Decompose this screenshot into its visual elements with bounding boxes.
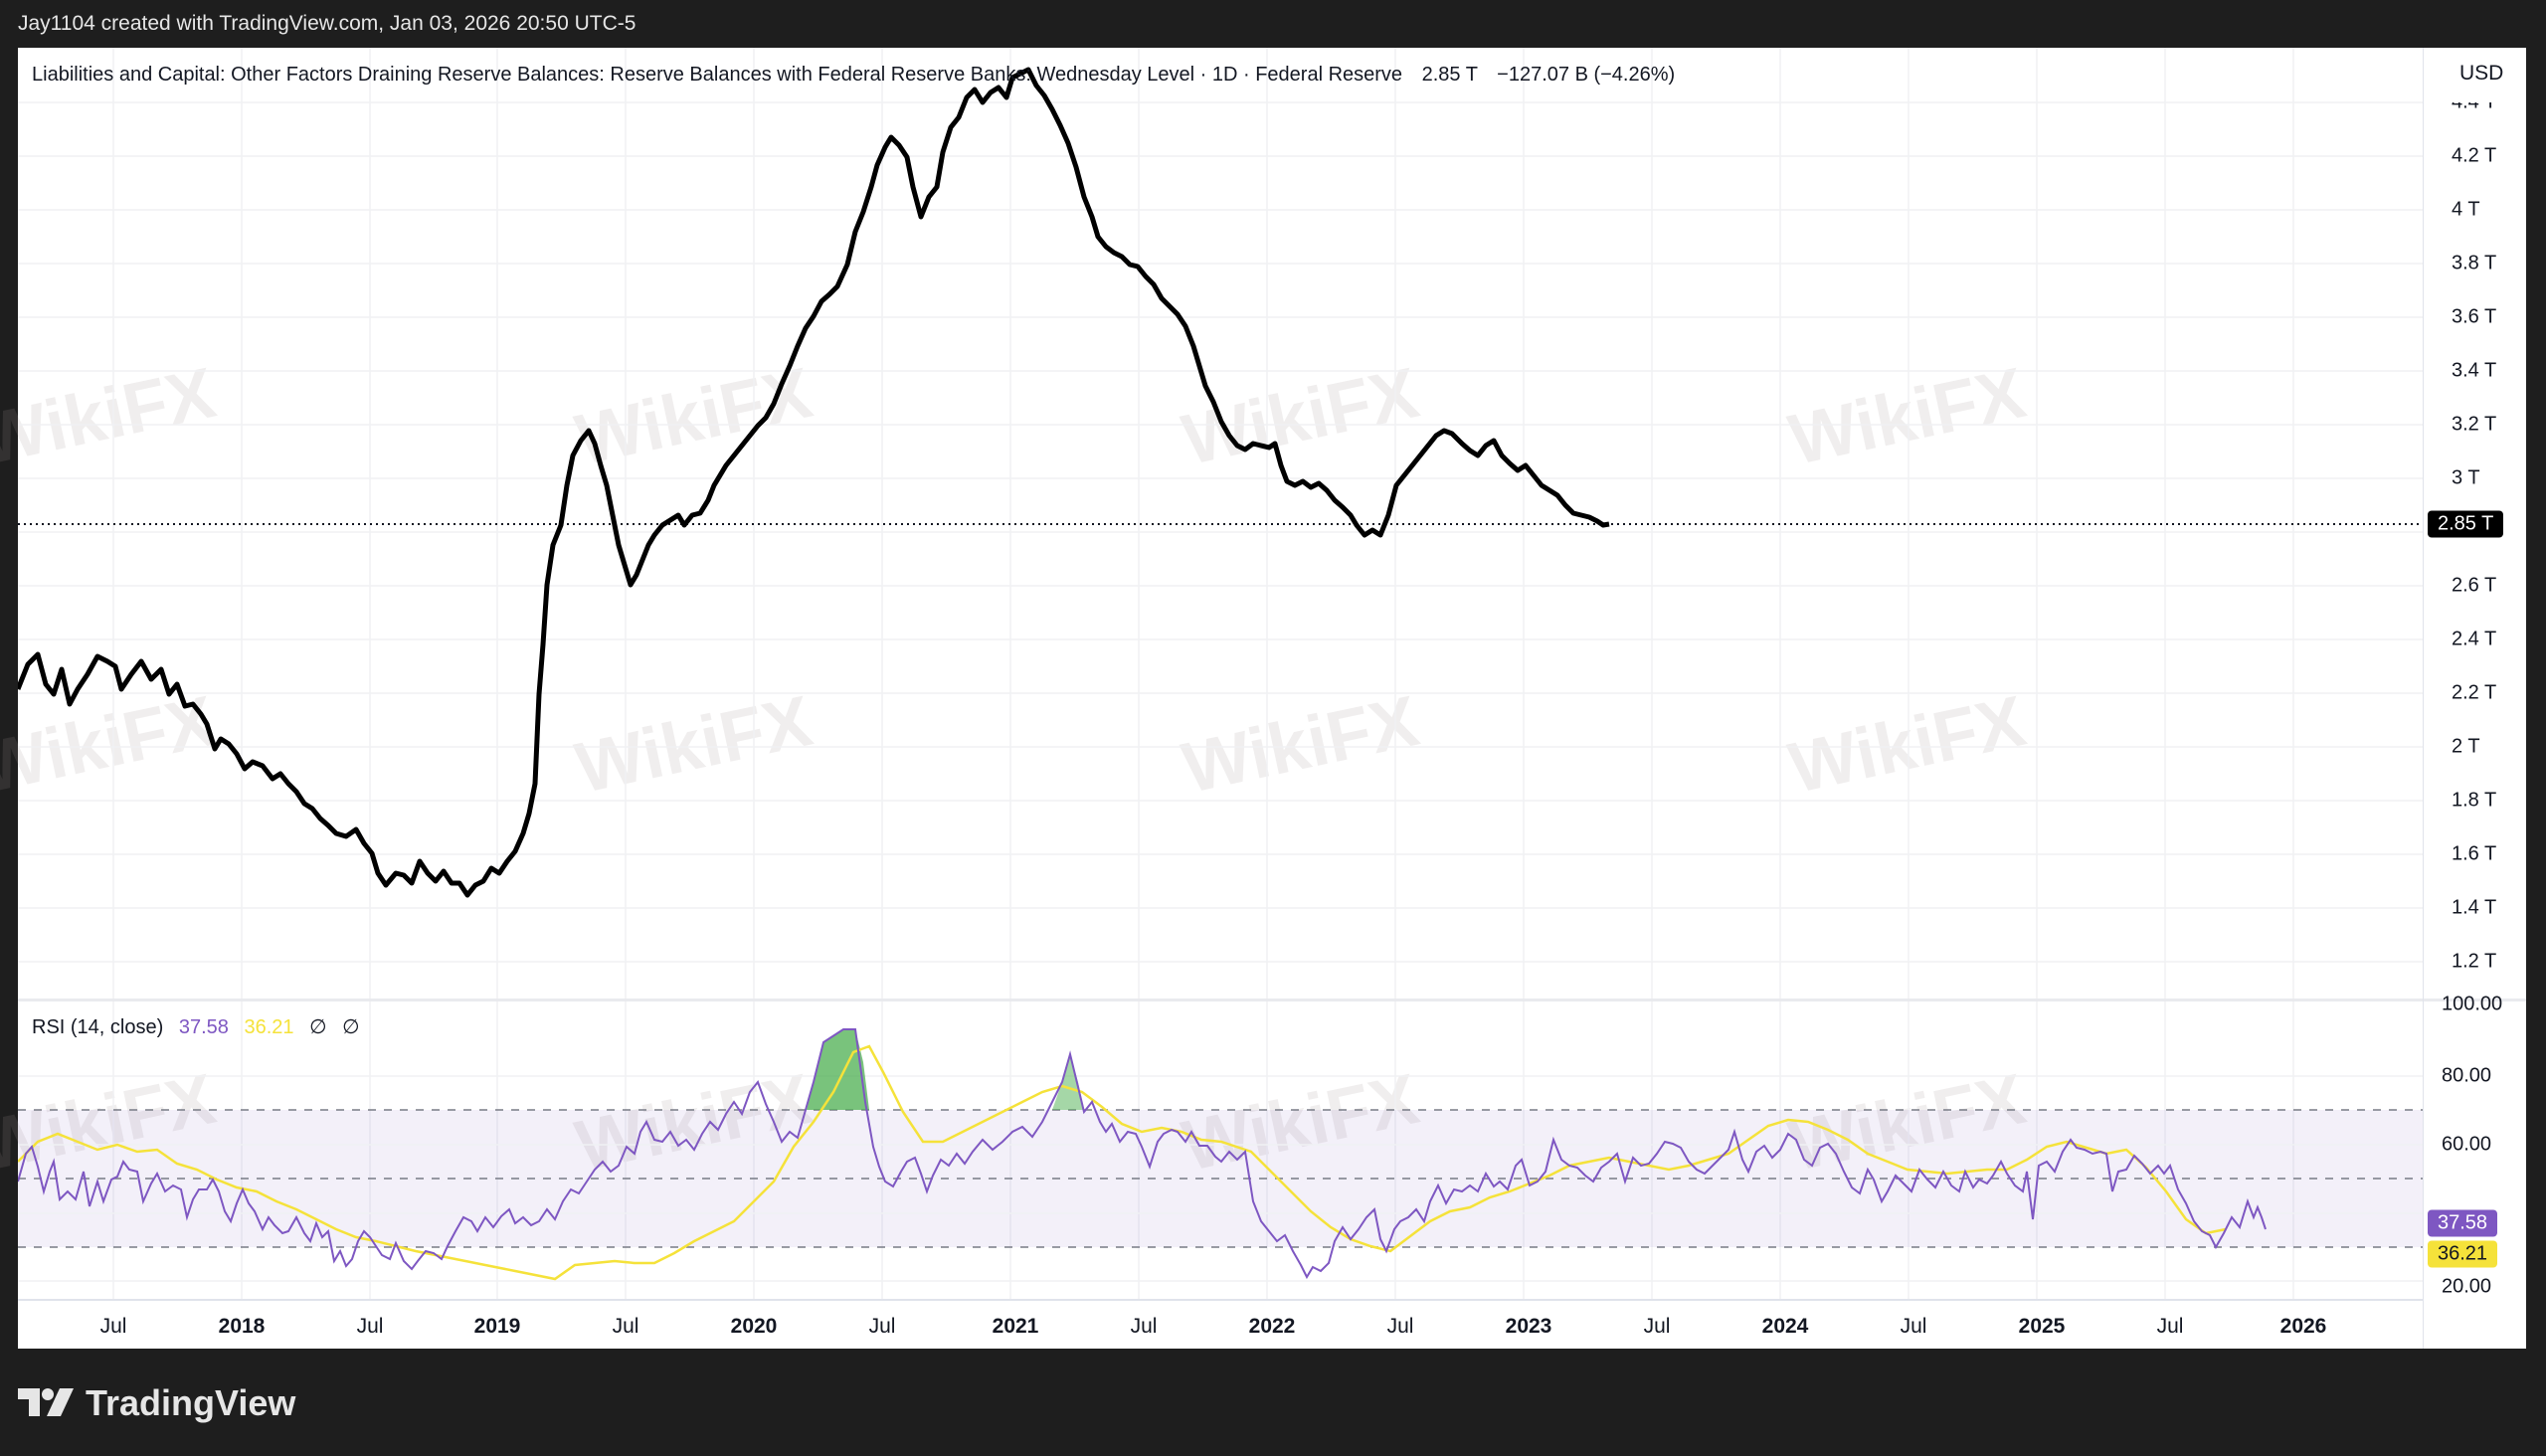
price-axis[interactable]: USD 4.4 T 4.2 T 4 T 3.8 T 3.6 T 3.4 T 3.… xyxy=(2423,48,2527,1349)
rsi-tick: 80.00 xyxy=(2442,1064,2492,1087)
rsi-line xyxy=(18,1028,2267,1280)
rsi-value-tag: 37.58 xyxy=(2428,1209,2498,1237)
rsi-legend: RSI (14, close) 37.58 36.21 ∅ ∅ xyxy=(32,1014,369,1039)
time-tick: Jul xyxy=(1900,1315,1927,1338)
price-tick: 3 T xyxy=(2452,466,2480,489)
time-tick: Jul xyxy=(612,1315,639,1338)
rsi-tick: 20.00 xyxy=(2442,1275,2492,1298)
rsi-tick: 60.00 xyxy=(2442,1133,2492,1156)
pane-separator[interactable] xyxy=(18,999,2526,1001)
price-tick: 4.4 T xyxy=(2452,91,2497,113)
time-tick: 2024 xyxy=(1761,1315,1809,1338)
time-tick: 2021 xyxy=(992,1315,1039,1338)
time-tick: 2020 xyxy=(730,1315,778,1338)
current-price-tag: 2.85 T xyxy=(2428,510,2504,538)
series-title: Liabilities and Capital: Other Factors D… xyxy=(32,64,1403,86)
time-tick: 2026 xyxy=(2279,1315,2327,1338)
currency-label[interactable]: USD xyxy=(2459,62,2504,85)
rsi-band-lines xyxy=(18,1109,2423,1248)
price-tick: 2.4 T xyxy=(2452,628,2497,650)
price-tick: 2 T xyxy=(2452,735,2480,758)
price-tick: 4 T xyxy=(2452,198,2480,221)
chart-frame[interactable]: WikiFX WikiFX WikiFX WikiFX WikiFX WikiF… xyxy=(0,48,2527,1351)
time-tick: Jul xyxy=(1643,1315,1671,1338)
horizontal-gridlines xyxy=(18,101,2423,963)
empty-value-icon: ∅ xyxy=(309,1016,327,1038)
rsi-value: 37.58 xyxy=(178,1016,229,1038)
tradingview-brand: TradingView xyxy=(86,1382,296,1423)
price-tick: 1.4 T xyxy=(2452,896,2497,919)
time-axis[interactable]: Jul 2018 Jul 2019 Jul 2020 Jul 2021 Jul … xyxy=(18,1299,2423,1351)
rsi-ma-value: 36.21 xyxy=(244,1016,294,1038)
rsi-ma-value-tag: 36.21 xyxy=(2428,1240,2498,1268)
time-tick: Jul xyxy=(2156,1315,2184,1338)
rsi-label: RSI (14, close) xyxy=(32,1016,164,1038)
time-tick: 2018 xyxy=(218,1315,266,1338)
time-tick: Jul xyxy=(1130,1315,1158,1338)
last-value: 2.85 T xyxy=(1421,64,1478,86)
rsi-ma-line xyxy=(18,1044,2227,1281)
chart-plot-area[interactable] xyxy=(18,48,2423,1299)
vertical-gridlines xyxy=(112,48,2294,1299)
change-value: −127.07 B (−4.26%) xyxy=(1497,64,1676,86)
reserve-balances-line xyxy=(18,67,1610,898)
time-tick: Jul xyxy=(1386,1315,1414,1338)
price-tick: 3.2 T xyxy=(2452,413,2497,436)
price-tick: 1.8 T xyxy=(2452,789,2497,812)
time-tick: 2023 xyxy=(1505,1315,1552,1338)
tradingview-logo[interactable]: TradingView xyxy=(18,1382,295,1424)
price-tick: 2.2 T xyxy=(2452,681,2497,704)
tradingview-logo-icon xyxy=(18,1388,74,1416)
price-tick: 1.6 T xyxy=(2452,842,2497,865)
price-tick: 3.6 T xyxy=(2452,305,2497,328)
time-tick: 2019 xyxy=(473,1315,521,1338)
rsi-tick: 100.00 xyxy=(2442,993,2503,1015)
time-tick: 2022 xyxy=(1248,1315,1296,1338)
series-legend: Liabilities and Capital: Other Factors D… xyxy=(32,64,1675,87)
price-tick: 3.4 T xyxy=(2452,359,2497,382)
rsi-overbought-fill-2 xyxy=(1052,1054,1084,1110)
time-tick: Jul xyxy=(356,1315,384,1338)
time-tick: 2025 xyxy=(2018,1315,2066,1338)
chart-attribution: Jay1104 created with TradingView.com, Ja… xyxy=(18,12,636,35)
price-tick: 2.6 T xyxy=(2452,574,2497,597)
price-tick: 3.8 T xyxy=(2452,252,2497,274)
time-tick: Jul xyxy=(868,1315,896,1338)
price-tick: 1.2 T xyxy=(2452,950,2497,973)
time-tick: Jul xyxy=(99,1315,127,1338)
empty-value-icon: ∅ xyxy=(342,1016,360,1038)
price-tick: 4.2 T xyxy=(2452,144,2497,167)
